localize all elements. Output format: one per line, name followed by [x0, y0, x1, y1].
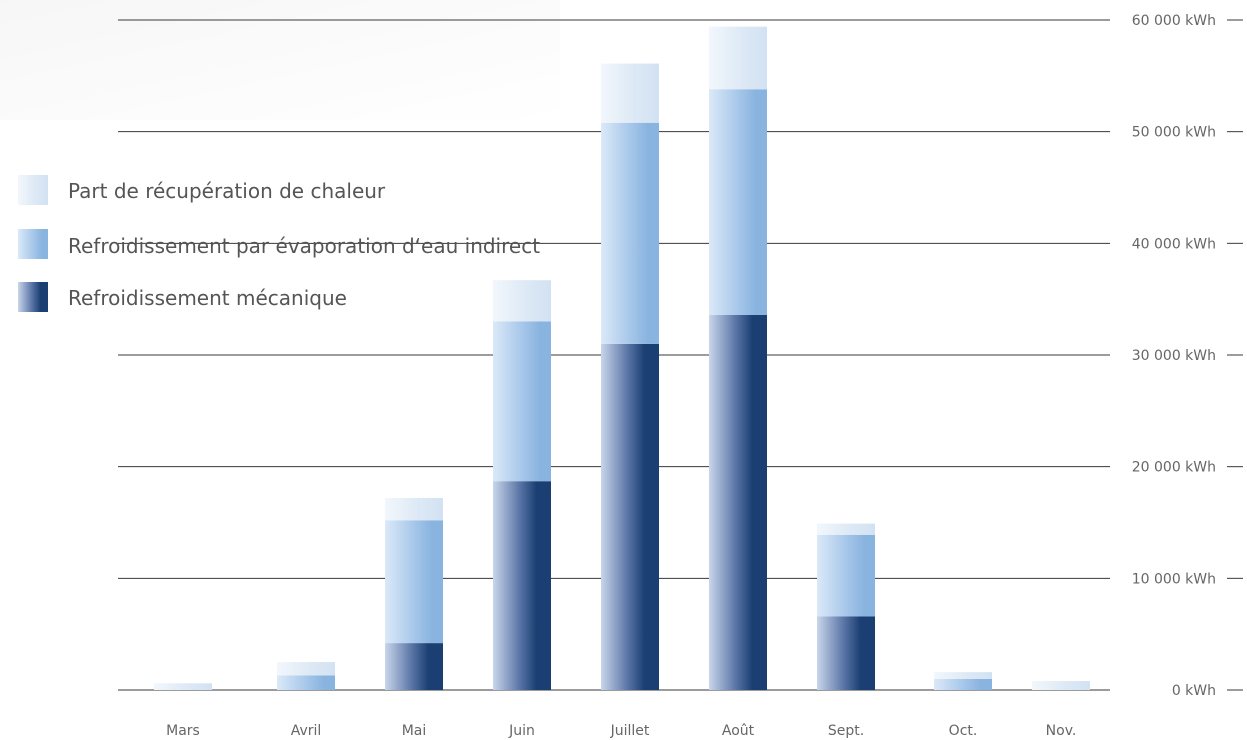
x-tick-label: Mars [166, 723, 200, 739]
legend-label-heat-recovery: Part de récupération de chaleur [68, 179, 386, 203]
bar-segment-heat-recovery [601, 63, 659, 123]
bar-segment-mechanical [493, 481, 551, 690]
bar-segment-evaporative [817, 534, 875, 617]
bar-segment-evaporative [934, 678, 992, 690]
bar-segment-heat-recovery [385, 497, 443, 521]
x-tick-label: Août [722, 723, 755, 739]
x-tick-label: Mai [402, 723, 427, 739]
y-tick-label: 10 000 kWh [1132, 571, 1216, 587]
bar-segment-evaporative [601, 122, 659, 344]
bar-segment-mechanical [385, 643, 443, 690]
bar-segment-heat-recovery [817, 523, 875, 535]
legend-swatch-heat-recovery [18, 175, 48, 205]
x-tick-label: Oct. [949, 723, 978, 739]
bar-segment-evaporative [277, 675, 335, 690]
bar-segment-heat-recovery [277, 662, 335, 676]
y-tick-label: 30 000 kWh [1132, 348, 1216, 364]
bar-segment-heat-recovery [1032, 681, 1090, 690]
bar-segment-heat-recovery [709, 26, 767, 90]
legend-label-mechanical: Refroidissement mécanique [68, 286, 347, 310]
bar-segment-heat-recovery [493, 280, 551, 322]
top-left-shade [0, 0, 560, 120]
bar-segment-heat-recovery [934, 672, 992, 679]
y-tick-label: 20 000 kWh [1132, 460, 1216, 476]
bar-segment-mechanical [709, 314, 767, 690]
bars [154, 26, 1090, 690]
x-tick-label: Juin [508, 723, 535, 739]
bar-segment-mechanical [601, 343, 659, 690]
legend: Part de récupération de chaleur Refroidi… [18, 175, 540, 312]
x-tick-label: Avril [291, 723, 322, 739]
y-axis-labels: 0 kWh 10 000 kWh 20 000 kWh 30 000 kWh 40 00… [1132, 13, 1216, 699]
x-axis-labels: Mars Avril Mai Juin Juillet Août Sept. Oct. Nov. [166, 723, 1076, 739]
y-tick-label: 0 kWh [1172, 683, 1216, 699]
gridlines [118, 19, 1243, 691]
bar-segment-heat-recovery [154, 683, 212, 690]
y-tick-label: 50 000 kWh [1132, 125, 1216, 141]
x-tick-label: Nov. [1046, 723, 1077, 739]
legend-swatch-mechanical [18, 282, 48, 312]
legend-swatch-evaporative [18, 229, 48, 259]
y-tick-label: 40 000 kWh [1132, 236, 1216, 252]
bar-segment-evaporative [493, 321, 551, 482]
y-tick-label: 60 000 kWh [1132, 13, 1216, 29]
x-tick-label: Juillet [610, 723, 650, 739]
legend-label-evaporative: Refroidissement par évaporation d‘eau in… [68, 234, 540, 258]
bar-segment-evaporative [709, 89, 767, 315]
bar-segment-mechanical [817, 616, 875, 690]
x-tick-label: Sept. [828, 723, 864, 739]
bar-segment-evaporative [385, 520, 443, 644]
